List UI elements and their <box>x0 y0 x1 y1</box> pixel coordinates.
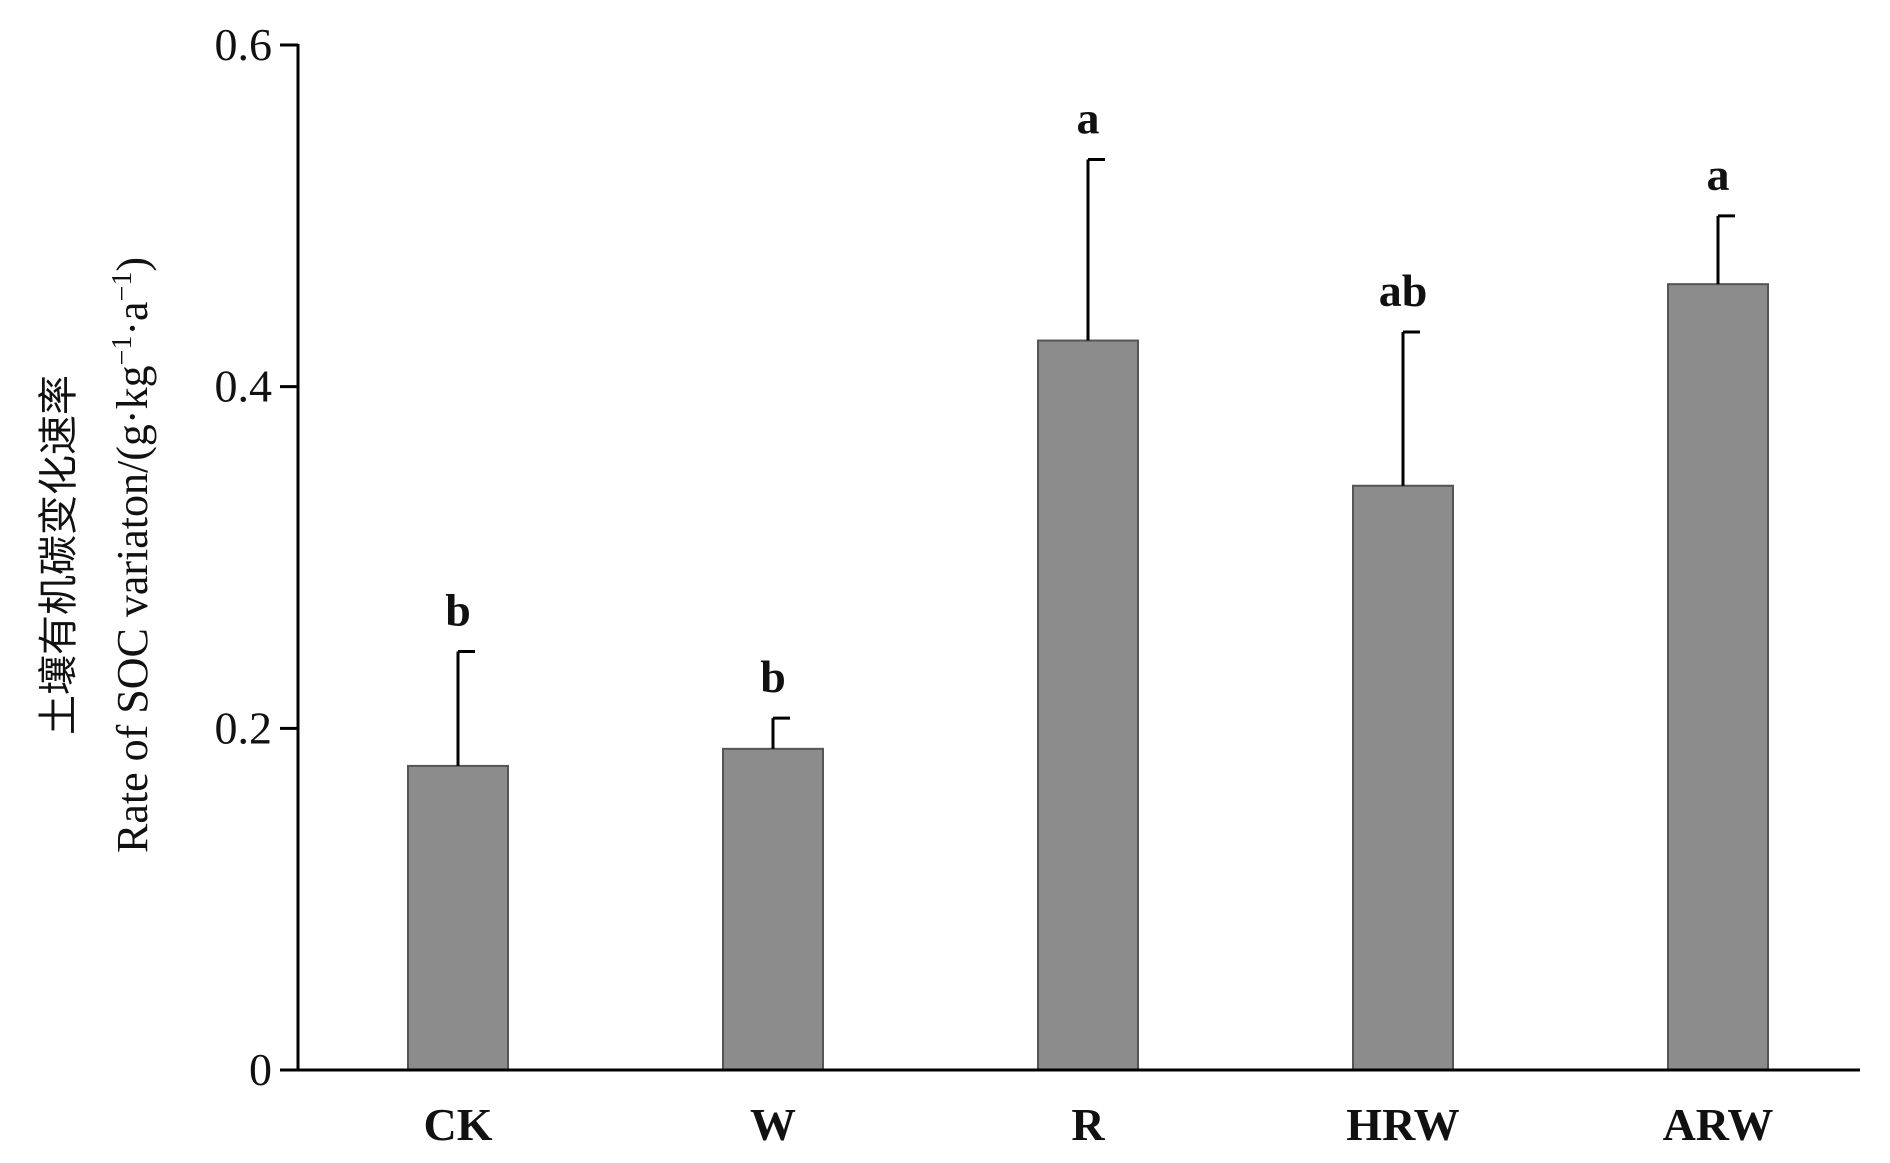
y-tick-label-2: 0.4 <box>215 361 273 412</box>
y-axis-title-chinese: 土壤有机碳变化速率 <box>36 375 82 735</box>
x-tick-label-r: R <box>1071 1099 1105 1150</box>
y-axis-title-sup-2: −1 <box>107 272 138 302</box>
plot-area: b CK b Wa Rab HRW a ARW 0 0.2 0.4 0.6 <box>215 19 1860 1150</box>
x-tick-label-hrw: HRW <box>1346 1099 1459 1150</box>
significance-label-r: a <box>1077 92 1100 143</box>
y-axis-title-english: Rate of SOC variaton/(g·kg−1·a−1) <box>107 257 157 853</box>
y-axis-title-part-mid: ·a <box>108 301 157 335</box>
bar-r <box>1037 339 1139 1071</box>
bar-ck <box>407 764 509 1072</box>
bar-arw <box>1667 283 1769 1071</box>
y-axis-title-part-end: ) <box>108 257 157 272</box>
y-axis-title: 土壤有机碳变化速率 Rate of SOC variaton/(g·kg−1·a… <box>36 257 157 853</box>
bar-hrw <box>1352 484 1454 1071</box>
significance-label-arw: a <box>1707 149 1730 200</box>
bar-w <box>722 747 824 1071</box>
y-axis-title-sup-1: −1 <box>107 336 138 366</box>
x-tick-label-w: W <box>750 1099 796 1150</box>
significance-label-hrw: ab <box>1379 265 1428 316</box>
x-tick-label-ck: CK <box>424 1099 493 1150</box>
y-tick-label-0: 0 <box>249 1044 272 1095</box>
y-tick-label-3: 0.6 <box>215 19 273 70</box>
x-tick-label-arw: ARW <box>1663 1099 1774 1150</box>
significance-label-w: b <box>760 651 786 702</box>
significance-label-ck: b <box>445 584 471 635</box>
y-tick-label-1: 0.2 <box>215 702 273 753</box>
y-axis-title-part-main: Rate of SOC variaton/(g·kg <box>108 365 157 853</box>
